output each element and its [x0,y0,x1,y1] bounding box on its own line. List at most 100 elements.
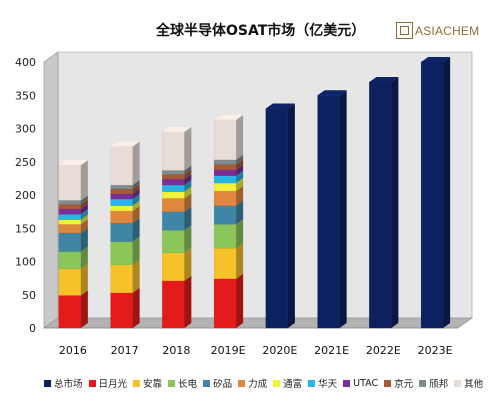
bar-segment-side [132,184,140,194]
bar-segment-side [132,193,140,206]
bar-segment-side [184,247,192,281]
bar-segment-side [132,236,140,265]
bar-segment [213,248,237,279]
legend-swatch [454,379,462,387]
y-tick-label: 150 [15,222,36,235]
bar-top [214,114,244,120]
y-tick-label: 300 [15,123,36,136]
legend-item: 长电 [168,376,197,390]
bar-segment [110,146,133,186]
bar-top [110,141,140,147]
bar-segment-side [339,90,347,328]
bar-segment-side [236,178,244,192]
legend-swatch [168,379,176,387]
legend-item: 安靠 [133,376,162,390]
bar-segment [213,164,237,170]
bar-segment [420,61,444,329]
bar-segment-side [236,159,244,170]
x-tick-label: 2021E [314,344,349,357]
x-tick-label: 2020E [262,344,297,357]
bar-segment [162,280,185,329]
chart-floor [43,317,473,329]
legend-swatch [384,379,392,387]
bar-segment-side [80,195,88,205]
legend-swatch [343,379,351,387]
bar-segment-side [132,188,140,199]
legend-swatch [203,379,211,387]
bar-segment-side [132,259,140,293]
bar-segment [213,224,237,249]
bar-segment [162,174,185,180]
legend-swatch [133,379,141,387]
bar-segment [213,205,237,225]
bar-segment [110,210,133,224]
bar-segment-side [443,57,451,328]
bar-segment-side [391,76,399,328]
bar-segment-side [236,243,244,279]
bar-segment-side [184,165,192,175]
bar-segment-side [184,206,192,231]
bar-segment-side [132,217,140,242]
y-tick-label: 250 [15,156,36,169]
bar-segment [58,208,82,215]
bar-segment [213,182,237,192]
legend-item: 矽品 [203,376,232,390]
bar-segment [110,264,133,293]
bar-segment-side [184,126,192,171]
bar-segment-side [236,200,244,225]
bar-segment [110,193,133,200]
legend-label: 通富 [283,379,303,390]
bar-segment-side [132,200,140,211]
bar-segment [213,175,237,184]
legend-swatch [238,379,246,387]
bar-segment-side [184,174,192,186]
legend-swatch [88,379,96,387]
bar-top [369,76,399,82]
y-tick-label: 50 [22,289,36,302]
bar-segment [265,108,289,329]
legend-label: 安靠 [143,379,163,390]
bar-segment [58,251,82,269]
bar-segment-side [80,219,88,233]
legend-label: 总市场 [54,379,83,390]
bar-segment [213,278,237,329]
bar-segment-side [132,205,140,223]
bar-segment-side [184,225,192,253]
legend-label: UTAC [353,377,379,389]
bar-segment [58,268,82,296]
bar-segment-side [236,273,244,328]
bar-segment-side [184,275,192,328]
asiachem-logo: ASIACHEM [396,22,479,39]
legend-item: 华天 [308,376,337,390]
bar-segment-side [80,199,88,209]
x-tick-label: 2023E [418,344,453,357]
legend-item: UTAC [343,378,378,389]
chart-side-wall [43,51,59,329]
y-tick-label: 0 [29,322,36,335]
bar-segment [58,200,82,205]
legend-item: 日月光 [88,376,127,390]
bar-segment-side [80,203,88,215]
legend-label: 矽品 [213,379,233,390]
bar-segment-side [184,169,192,180]
legend-label: 颀邦 [429,379,449,390]
bar-segment-side [287,103,295,328]
legend-label: 华天 [318,379,338,390]
legend-swatch [273,379,281,387]
bar-segment-side [80,290,88,328]
bar-segment [213,119,237,160]
bar-top [421,57,451,62]
bar-top [162,126,192,132]
bar-segment-side [184,180,192,192]
bar-segment [110,205,133,212]
logo-badge-icon [396,22,413,39]
bar-segment-side [132,180,140,190]
bar-segment [369,81,392,329]
bar-segment [58,164,82,201]
bar-segment [162,198,185,212]
legend-swatch [308,379,316,387]
bar-segment [162,131,185,171]
logo-text: ASIACHEM [415,23,480,38]
bar-segment [110,222,133,242]
